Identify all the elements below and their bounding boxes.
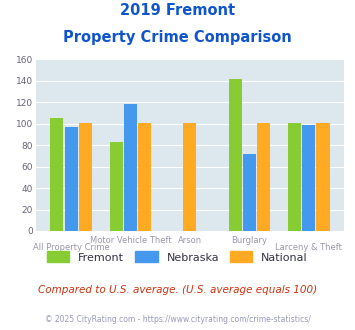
Text: © 2025 CityRating.com - https://www.cityrating.com/crime-statistics/: © 2025 CityRating.com - https://www.city…: [45, 315, 310, 324]
Bar: [79, 123, 92, 231]
Bar: [229, 79, 242, 231]
Text: Property Crime Comparison: Property Crime Comparison: [63, 30, 292, 45]
Bar: [257, 123, 270, 231]
Text: Burglary: Burglary: [231, 236, 267, 245]
Bar: [316, 123, 329, 231]
Bar: [110, 142, 123, 231]
Bar: [50, 118, 64, 231]
Bar: [65, 127, 78, 231]
Bar: [124, 104, 137, 231]
Bar: [138, 123, 151, 231]
Bar: [184, 123, 196, 231]
Text: All Property Crime: All Property Crime: [33, 243, 109, 251]
Bar: [302, 125, 315, 231]
Text: Motor Vehicle Theft: Motor Vehicle Theft: [90, 236, 171, 245]
Text: Larceny & Theft: Larceny & Theft: [275, 243, 342, 251]
Bar: [288, 123, 301, 231]
Text: 2019 Fremont: 2019 Fremont: [120, 3, 235, 18]
Text: Arson: Arson: [178, 236, 202, 245]
Text: Compared to U.S. average. (U.S. average equals 100): Compared to U.S. average. (U.S. average …: [38, 285, 317, 295]
Bar: [243, 154, 256, 231]
Legend: Fremont, Nebraska, National: Fremont, Nebraska, National: [47, 251, 308, 263]
